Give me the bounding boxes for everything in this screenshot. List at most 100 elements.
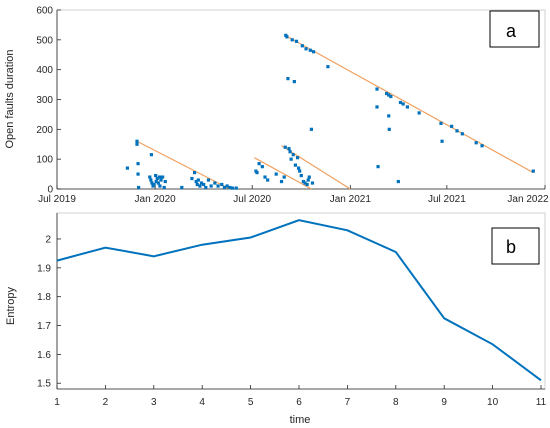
- panel-a-x-ticks: Jul 2019 Jan 2020 Jul 2020 Jan 2021 Jul 2021…: [38, 185, 549, 205]
- panel-a-data-point: [137, 185, 141, 190]
- panel-a-data-point: [396, 179, 400, 184]
- panel-a-data-point: [375, 105, 379, 109]
- panel-a-data-point: [531, 169, 535, 173]
- panel-a-data-point: [387, 127, 391, 131]
- panel-a-data-point: [152, 182, 156, 187]
- panel-a-y-tick-label: 400: [36, 65, 53, 76]
- panel-a-data-point: [209, 184, 213, 188]
- panel-a-data-point: [285, 35, 289, 39]
- panel-a-data-point: [455, 129, 459, 133]
- panel-b-x-tick-label: 11: [536, 397, 547, 408]
- panel-a-data-point: [311, 50, 316, 54]
- panel-a-data-point: [135, 142, 139, 146]
- panel-a-x-tick-label: Jan 2020: [135, 194, 177, 205]
- panel-a-data-point: [202, 182, 206, 187]
- panel-b-y-label: Entropy: [5, 287, 17, 325]
- panel-a-data-point: [385, 91, 389, 96]
- panel-a-data-point: [157, 175, 161, 179]
- panel-a-data-point: [204, 185, 208, 190]
- panel-a-trend-line: [136, 140, 231, 190]
- panel-a-data-point: [216, 184, 220, 188]
- panel-b-x-tick-label: 8: [393, 397, 399, 408]
- panel-a-data-point: [308, 48, 312, 52]
- panel-a-data-point: [199, 181, 204, 185]
- panel-a-data-point: [298, 169, 302, 173]
- panel-b-x-tick-label: 5: [248, 397, 254, 408]
- panel-a-data-point: [389, 94, 393, 99]
- panel-b-x-tick-label: 4: [199, 397, 205, 408]
- panel-a-data-point: [149, 178, 153, 182]
- panel-a-data-point: [225, 184, 229, 188]
- panel-a-data-point: [234, 186, 238, 190]
- panel-a-data-point: [304, 47, 308, 51]
- panel-a-data-point: [154, 179, 158, 184]
- panel-a-y-tick-label: 100: [36, 155, 53, 166]
- panel-a-data-point: [306, 178, 310, 182]
- panel-a-data-point: [294, 39, 299, 43]
- panel-a-x-tick-label: Jul 2019: [38, 194, 76, 205]
- panel-a-data-point: [291, 153, 295, 157]
- panel-a-data-point: [398, 100, 403, 105]
- panel-a-data-point: [440, 139, 444, 143]
- panel-b-label: b: [506, 237, 516, 257]
- panel-a-data-point: [155, 176, 159, 181]
- panel-a-data-point: [149, 153, 153, 157]
- panel-a-y-tick-label: 500: [36, 35, 53, 46]
- panel-a-data-point: [292, 80, 296, 84]
- panel-a-data-point: [305, 182, 309, 187]
- panel-b-x-ticks: 1 2 3 4 5 6 7 8 9 10 11: [54, 385, 547, 408]
- panel-a-data-point: [213, 181, 217, 185]
- panel-a-data-point: [288, 150, 292, 154]
- panel-a-data-point: [195, 182, 199, 187]
- panel-a-data-point: [310, 181, 315, 185]
- panel-a-data-point: [387, 114, 391, 118]
- panel-a-data-point: [257, 162, 261, 166]
- panel-a-data-point: [417, 111, 421, 115]
- panel-a-data-point: [158, 184, 162, 188]
- panel-a-x-tick-label: Jul 2021: [428, 194, 466, 205]
- panel-a-data-point: [230, 186, 235, 190]
- panel-a-points: [125, 33, 535, 190]
- panel-b-x-label: time: [290, 414, 311, 426]
- panel-a-data-point: [295, 156, 300, 160]
- panel-a-data-point: [136, 162, 140, 166]
- panel-a-data-point: [260, 165, 264, 169]
- panel-a-data-point: [161, 175, 165, 179]
- panel-a-data-point: [162, 185, 166, 190]
- panel-a-data-point: [206, 178, 211, 182]
- panel-b-x-tick-label: 7: [345, 397, 351, 408]
- panel-a-data-point: [263, 175, 267, 179]
- panel-a-data-point: [405, 105, 409, 109]
- panel-a-data-point: [474, 141, 478, 145]
- panel-b-y-ticks: 1.5 1.6 1.7 1.8 1.9 2: [37, 234, 61, 390]
- panel-a-data-point: [228, 185, 232, 190]
- panel-b-x-tick-label: 6: [296, 397, 302, 408]
- panel-a-data-point: [376, 165, 380, 169]
- panel-a-data-point: [282, 175, 286, 179]
- panel-a-data-point: [290, 38, 294, 42]
- panel-a-data-point: [287, 147, 291, 151]
- panel-a-data-point: [274, 172, 278, 176]
- panel-a-x-tick-label: Jan 2022: [507, 194, 549, 205]
- panel-b-x-tick-label: 2: [103, 397, 109, 408]
- panel-a-trend-line: [281, 145, 351, 190]
- panel-a-y-tick-label: 0: [47, 185, 53, 196]
- panel-a-data-point: [135, 139, 139, 143]
- panel-a-data-point: [450, 124, 454, 128]
- panel-a-data-point: [279, 179, 284, 184]
- panel-a-data-point: [255, 170, 259, 175]
- panel-a-data-point: [309, 127, 313, 131]
- panel-a-data-point: [293, 163, 297, 167]
- panel-a-trend-line: [284, 34, 534, 174]
- panel-a-data-point: [297, 166, 301, 170]
- panel-b-y-tick-label: 2: [45, 234, 51, 245]
- panel-a-data-point: [480, 144, 484, 148]
- panel-a-data-point: [220, 182, 224, 187]
- panel-a-data-point: [150, 181, 154, 185]
- panel-b: 1.5 1.6 1.7 1.8 1.9 2 1 2 3 4 5 6 7 8 9 10 11 Entropy t…: [5, 212, 547, 426]
- panel-b-x-tick-label: 10: [487, 397, 499, 408]
- panel-a-data-point: [299, 173, 303, 178]
- panel-a-data-point: [303, 181, 307, 185]
- panel-a-data-point: [401, 102, 405, 106]
